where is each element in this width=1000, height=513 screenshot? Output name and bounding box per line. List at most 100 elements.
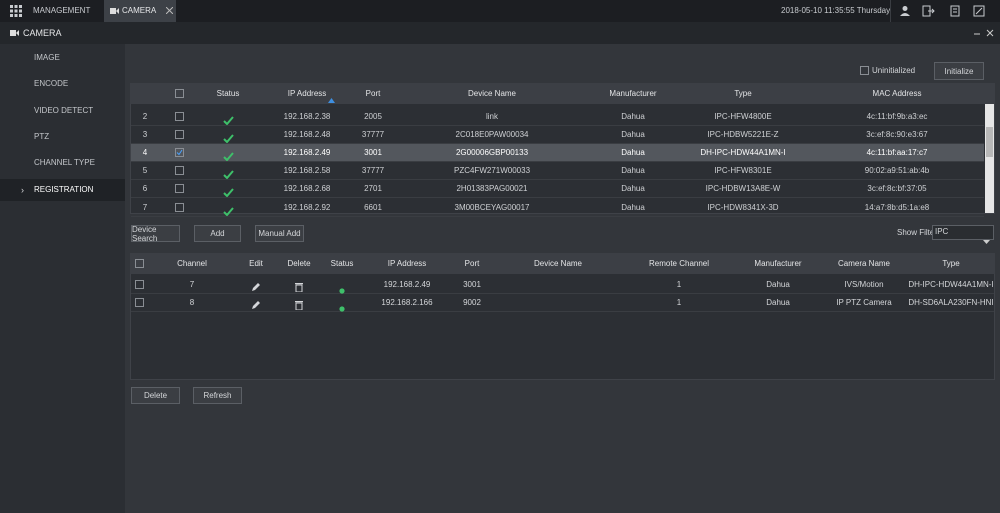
sidebar — [0, 44, 125, 513]
row[interactable] — [131, 276, 994, 294]
window-title: CAMERA — [23, 28, 62, 38]
edit-icon[interactable] — [251, 279, 261, 291]
checkbox[interactable] — [175, 202, 184, 212]
checkbox[interactable] — [175, 130, 184, 140]
button[interactable]: Refresh — [193, 387, 242, 404]
cell: DH-IPC-HDW44A1MN-I — [908, 280, 994, 289]
column-header: Device Name — [467, 89, 517, 98]
table-header — [130, 83, 995, 104]
datetime: 2018-05-10 11:35:55 Thursday — [781, 6, 891, 15]
cell: IPC-HFW8301E — [714, 166, 772, 176]
row[interactable] — [131, 108, 984, 126]
row[interactable] — [131, 294, 994, 312]
table-header — [130, 253, 995, 274]
cell: 6 — [142, 184, 148, 194]
sort-arrow — [328, 90, 335, 103]
sidebar-item[interactable]: CHANNEL TYPE — [34, 158, 95, 168]
button[interactable]: Add — [194, 225, 241, 242]
checkbox[interactable] — [175, 89, 184, 98]
checkbox[interactable] — [175, 112, 184, 121]
sidebar-item[interactable]: IMAGE — [34, 53, 60, 62]
selected-row[interactable] — [131, 144, 984, 163]
status-check — [223, 130, 234, 144]
cell: 4c:11:bf:aa:17:c7 — [866, 148, 928, 158]
button[interactable]: Manual Add — [255, 225, 304, 242]
sidebar-item[interactable]: PTZ — [34, 131, 50, 141]
checkbox-label: Uninitialized — [872, 66, 916, 75]
button[interactable]: Delete — [131, 387, 180, 404]
button[interactable]: Initialize — [934, 62, 984, 80]
column-header: Camera Name — [837, 259, 891, 268]
cell: Dahua — [621, 130, 645, 140]
column-header: Type — [942, 259, 960, 268]
close-tab[interactable] — [166, 7, 173, 14]
scroll-thumb[interactable] — [986, 127, 993, 157]
cell: Dahua — [766, 280, 790, 289]
row[interactable] — [131, 162, 984, 181]
checkbox[interactable] — [860, 66, 869, 75]
active-tab[interactable] — [104, 0, 176, 22]
cell: IPC-HDW8341X-3D — [707, 202, 779, 212]
column-header: IP Address — [287, 89, 327, 98]
button[interactable]: Device Search — [131, 225, 180, 243]
delete-icon[interactable] — [295, 297, 303, 311]
cell: 5 — [142, 166, 148, 176]
cell: 2G00006GBP00133 — [455, 148, 529, 158]
cell: 3001 — [463, 280, 481, 289]
cell: 90:02:a9:51:ab:4b — [864, 166, 930, 176]
delete-icon[interactable] — [295, 279, 303, 293]
cell: 192.168.2.38 — [283, 112, 331, 121]
cell: link — [485, 112, 499, 121]
scrollbar[interactable] — [985, 104, 994, 213]
tab[interactable]: CAMERA — [122, 6, 157, 15]
cell: 2H01383PAG00021 — [456, 184, 528, 194]
window-controls[interactable] — [974, 29, 996, 37]
column-header: IP Address — [387, 259, 427, 268]
window-bar — [0, 22, 1000, 44]
menu-icon[interactable] — [10, 5, 22, 17]
checkbox[interactable] — [135, 280, 144, 289]
cell: 9002 — [463, 298, 481, 307]
cell: 192.168.2.48 — [283, 130, 331, 140]
row[interactable] — [131, 126, 984, 145]
cell: 2005 — [364, 112, 382, 121]
cell: 3 — [142, 130, 148, 140]
checkbox[interactable] — [175, 166, 184, 176]
cell: 192.168.2.49 — [283, 148, 331, 158]
checkbox[interactable] — [135, 259, 144, 268]
column-header: Device Name — [533, 259, 583, 268]
row[interactable] — [131, 180, 984, 199]
status-dot — [339, 281, 345, 294]
checkbox[interactable] — [135, 298, 144, 307]
cell: 3M00BCEYAG00017 — [454, 202, 530, 212]
sidebar-active[interactable] — [0, 178, 125, 201]
filter-select[interactable] — [932, 225, 994, 240]
sidebar-item[interactable]: VIDEO DETECT — [34, 105, 94, 115]
cell: 2701 — [364, 184, 382, 194]
cell: PZC4FW271W00033 — [453, 166, 531, 176]
sidebar-item[interactable]: REGISTRATION — [34, 184, 94, 194]
cell: Dahua — [621, 166, 645, 176]
cell: 7 — [189, 280, 195, 289]
edit-icon[interactable] — [251, 297, 261, 309]
sidebar-item[interactable]: ENCODE — [34, 79, 69, 89]
chevron: › — [21, 184, 24, 195]
checkbox[interactable] — [175, 184, 184, 194]
row[interactable] — [131, 199, 984, 217]
cell: 3c:ef:8c:bf:37:05 — [867, 184, 927, 194]
top-bar — [0, 0, 1000, 22]
tab[interactable]: MANAGEMENT — [33, 6, 91, 15]
toolbar-icons[interactable] — [900, 5, 990, 17]
cell: 3001 — [364, 148, 382, 158]
status-dot — [339, 299, 345, 312]
checkbox[interactable] — [175, 148, 184, 158]
column-header: Port — [464, 259, 480, 268]
separator — [890, 0, 891, 22]
column-header: Channel — [177, 259, 207, 268]
filter-value[interactable]: IPC — [935, 227, 949, 236]
cell: IPC-HDBW13A8E-W — [705, 184, 781, 194]
cell: 1 — [676, 280, 682, 289]
cell: 2C018E0PAW00034 — [455, 130, 529, 140]
column-header: Status — [216, 89, 240, 98]
